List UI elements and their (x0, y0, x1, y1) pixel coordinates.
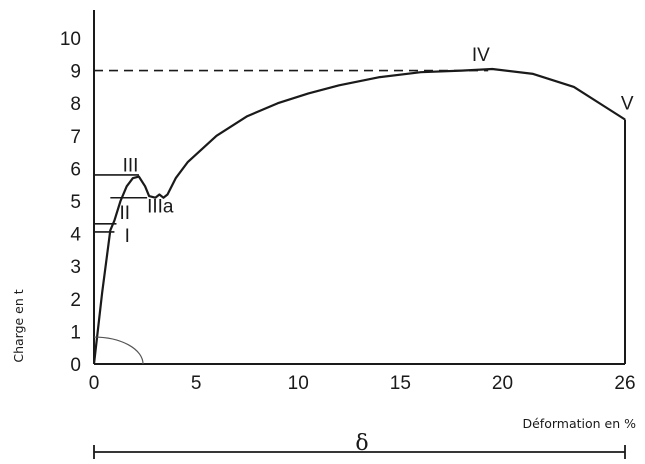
y-tick-label: 1 (70, 322, 81, 343)
y-tick-label: 3 (70, 257, 81, 278)
modulus-arc (93, 336, 144, 365)
y-tick-label: 4 (70, 225, 81, 246)
point-label: IIIa (147, 196, 174, 217)
x-tick-label: 5 (191, 373, 202, 394)
y-tick-label: 10 (60, 29, 81, 50)
y-tick-label: 8 (70, 94, 81, 115)
y-tick-label: 0 (70, 355, 81, 376)
load-curve (92, 67, 626, 365)
y-tick-label: 2 (70, 290, 81, 311)
y-tick-label: 9 (70, 62, 81, 83)
point-label: IV (472, 45, 490, 66)
y-tick-label: 7 (70, 127, 81, 148)
x-tick-label: 15 (390, 373, 411, 394)
delta-symbol: δ (355, 431, 368, 456)
x-tick-label: 10 (288, 373, 309, 394)
delta-span (93, 445, 626, 459)
y-tick-label: 5 (70, 192, 81, 213)
point-label: III (123, 156, 139, 177)
load-curve-path (92, 67, 626, 365)
x-tick-label: 0 (89, 373, 100, 394)
y-axis-label: Charge en t (11, 289, 26, 362)
y-tick-label: 6 (70, 159, 81, 180)
point-label: I (125, 226, 130, 247)
axes (93, 10, 625, 365)
tick-labels: 0 1 2 3 4 5 6 7 8 9 10 0 5 10 15 20 26 (60, 29, 636, 394)
point-label: V (621, 94, 634, 115)
x-tick-label: 20 (492, 373, 513, 394)
point-label: II (120, 203, 131, 224)
x-axis-label: Déformation en % (522, 416, 636, 431)
x-tick-label: 26 (614, 373, 635, 394)
